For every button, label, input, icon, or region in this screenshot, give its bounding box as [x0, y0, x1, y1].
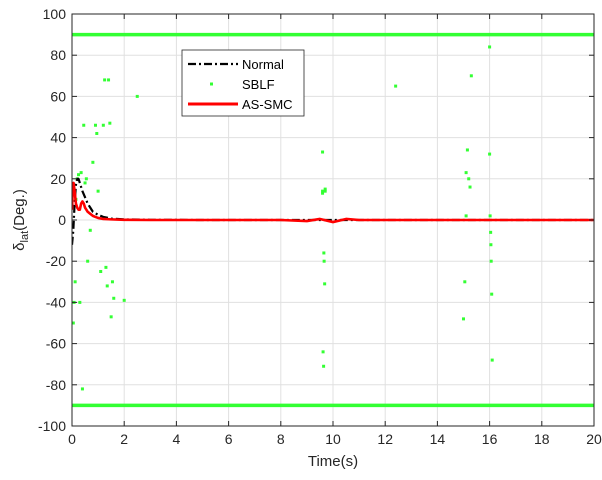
- y-tick-label: -80: [46, 377, 66, 393]
- series-sblf-point: [78, 300, 82, 304]
- x-tick-label: 8: [277, 431, 285, 447]
- series-sblf-point: [488, 45, 492, 49]
- series-sblf-point: [95, 131, 99, 135]
- series-as-smc-line: [72, 181, 594, 224]
- y-tick-label: 40: [50, 130, 66, 146]
- series-sblf-point: [490, 292, 494, 296]
- y-tick-label: 100: [43, 6, 67, 22]
- series-sblf-point: [489, 259, 493, 263]
- series-sblf-point: [322, 251, 326, 255]
- series-sblf-point: [488, 152, 492, 156]
- y-tick-label: 60: [50, 88, 66, 104]
- y-tick-label: 0: [58, 212, 66, 228]
- y-tick-label: -100: [38, 418, 66, 434]
- series-sblf-point: [79, 171, 83, 175]
- x-tick-label: 20: [586, 431, 602, 447]
- x-tick-label: 6: [225, 431, 233, 447]
- series-sblf-point: [99, 270, 103, 273]
- series-sblf-point: [464, 214, 468, 218]
- series-sblf-point: [321, 191, 325, 195]
- series-sblf-point: [82, 123, 86, 127]
- series-sblf-point: [77, 173, 81, 177]
- y-tick-label: 80: [50, 47, 66, 63]
- x-tick-label: 18: [534, 431, 550, 447]
- series-sblf-point: [135, 94, 139, 98]
- series-sblf-point: [488, 214, 492, 218]
- series-sblf-point: [462, 317, 465, 321]
- series-sblf-point: [84, 177, 88, 181]
- legend-as-smc-label: AS-SMC: [242, 97, 293, 112]
- series-sblf-point: [107, 78, 111, 82]
- series-sblf-point: [73, 280, 77, 284]
- y-axis-label-subscript: lat: [19, 231, 31, 243]
- series-sblf-point: [468, 185, 472, 189]
- series-sblf-point: [489, 230, 493, 234]
- x-tick-label: 12: [377, 431, 393, 447]
- y-tick-label: 20: [50, 171, 66, 187]
- series-sblf-point: [394, 84, 398, 88]
- y-axis-label-unit: (Deg.): [11, 189, 28, 231]
- y-tick-label: -20: [46, 253, 66, 269]
- y-tick-label: -60: [46, 336, 66, 352]
- series-sblf-point: [109, 315, 113, 319]
- x-axis-label: Time(s): [308, 453, 358, 470]
- series-sblf-point: [72, 321, 75, 325]
- series-sblf-point: [464, 171, 468, 175]
- series-sblf-point: [469, 74, 473, 78]
- series-sblf-point: [323, 187, 327, 191]
- tick-layer: 0 2 4 6 8 10 12 14 16 18 20 -100 -80 -60 -40 -20 0 20 40 60…: [38, 6, 602, 447]
- series-sblf-point: [103, 78, 107, 82]
- series-sblf-point: [490, 358, 494, 362]
- x-tick-label: 10: [325, 431, 341, 447]
- series-sblf-point: [321, 189, 325, 193]
- x-tick-label: 14: [430, 431, 446, 447]
- series-sblf-point: [96, 189, 100, 193]
- series-sblf-point: [93, 123, 97, 127]
- series-sblf-point: [83, 181, 87, 185]
- legend-sblf-label: SBLF: [242, 77, 275, 92]
- x-tick-label: 0: [68, 431, 76, 447]
- series-sblf-point: [467, 177, 471, 181]
- series-sblf-point: [321, 150, 325, 154]
- series-sblf-point: [101, 123, 105, 127]
- series-sblf-point: [323, 282, 327, 286]
- series-sblf-point: [465, 148, 469, 152]
- series-layer: [72, 32, 594, 408]
- series-sblf-point: [322, 364, 326, 368]
- series-sblf-point: [321, 350, 325, 354]
- series-sblf-point: [108, 121, 112, 125]
- legend-normal-label: Normal: [242, 57, 284, 72]
- y-axis-label: δlat(Deg.): [11, 189, 31, 251]
- series-sblf-point: [110, 280, 114, 284]
- series-sblf-point: [91, 160, 95, 164]
- series-sblf-point: [86, 259, 90, 263]
- series-sblf-point: [80, 387, 84, 391]
- x-tick-label: 2: [120, 431, 128, 447]
- series-sblf-point: [88, 228, 92, 232]
- series-sblf-point: [122, 298, 126, 302]
- y-axis-label-symbol: δ: [11, 242, 28, 250]
- series-sblf-point: [322, 259, 326, 263]
- y-tick-label: -40: [46, 294, 66, 310]
- legend-items: Normal SBLF AS-SMC: [188, 57, 293, 112]
- series-sblf-point: [105, 284, 109, 288]
- series-sblf-point: [112, 296, 116, 300]
- series-sblf-point: [104, 265, 108, 269]
- x-tick-label: 16: [482, 431, 498, 447]
- legend: Normal SBLF AS-SMC: [181, 49, 305, 117]
- series-sblf-point: [489, 243, 493, 247]
- series-sblf-point: [323, 189, 327, 193]
- series-sblf-point: [463, 280, 467, 284]
- x-tick-label: 4: [173, 431, 181, 447]
- legend-sblf-swatch: [210, 82, 213, 86]
